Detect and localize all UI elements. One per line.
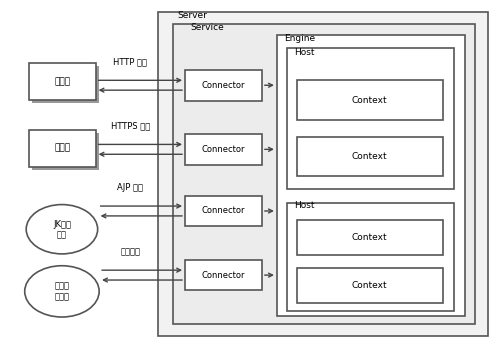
Bar bbox=[287, 203, 455, 311]
Text: AJP 协议: AJP 协议 bbox=[117, 183, 143, 192]
Ellipse shape bbox=[26, 205, 98, 254]
Bar bbox=[185, 196, 262, 226]
Text: Connector: Connector bbox=[202, 81, 245, 90]
Text: Context: Context bbox=[352, 152, 387, 161]
Text: Server: Server bbox=[178, 11, 208, 20]
Text: JK连接
程序: JK连接 程序 bbox=[53, 220, 71, 239]
Text: Host: Host bbox=[294, 201, 315, 211]
Text: 浏览器: 浏览器 bbox=[54, 144, 70, 153]
Bar bbox=[287, 48, 455, 189]
Text: Context: Context bbox=[352, 281, 387, 290]
Text: Connector: Connector bbox=[202, 145, 245, 154]
Bar bbox=[32, 133, 99, 170]
Bar bbox=[158, 12, 488, 336]
Text: Engine: Engine bbox=[284, 34, 315, 43]
Text: Connector: Connector bbox=[202, 206, 245, 215]
Bar bbox=[296, 268, 443, 303]
Text: Host: Host bbox=[294, 48, 315, 57]
Bar bbox=[277, 35, 466, 316]
Text: 浏览器: 浏览器 bbox=[54, 77, 70, 86]
Text: Service: Service bbox=[190, 23, 224, 32]
Text: HTTPS 协议: HTTPS 协议 bbox=[111, 121, 150, 130]
Bar bbox=[173, 24, 475, 324]
Text: Connector: Connector bbox=[202, 271, 245, 279]
Bar bbox=[296, 137, 443, 176]
Text: 其他协议: 其他协议 bbox=[120, 247, 140, 256]
Text: HTTP 协议: HTTP 协议 bbox=[113, 57, 147, 66]
Bar bbox=[296, 80, 443, 120]
Ellipse shape bbox=[25, 266, 99, 317]
Bar bbox=[28, 63, 96, 100]
Text: Context: Context bbox=[352, 233, 387, 242]
Bar bbox=[185, 70, 262, 101]
Bar bbox=[185, 260, 262, 290]
Bar bbox=[296, 220, 443, 255]
Text: Context: Context bbox=[352, 95, 387, 104]
Bar bbox=[28, 129, 96, 167]
Bar bbox=[32, 66, 99, 103]
Bar bbox=[185, 134, 262, 165]
Text: 其他连
接程序: 其他连 接程序 bbox=[54, 282, 69, 301]
